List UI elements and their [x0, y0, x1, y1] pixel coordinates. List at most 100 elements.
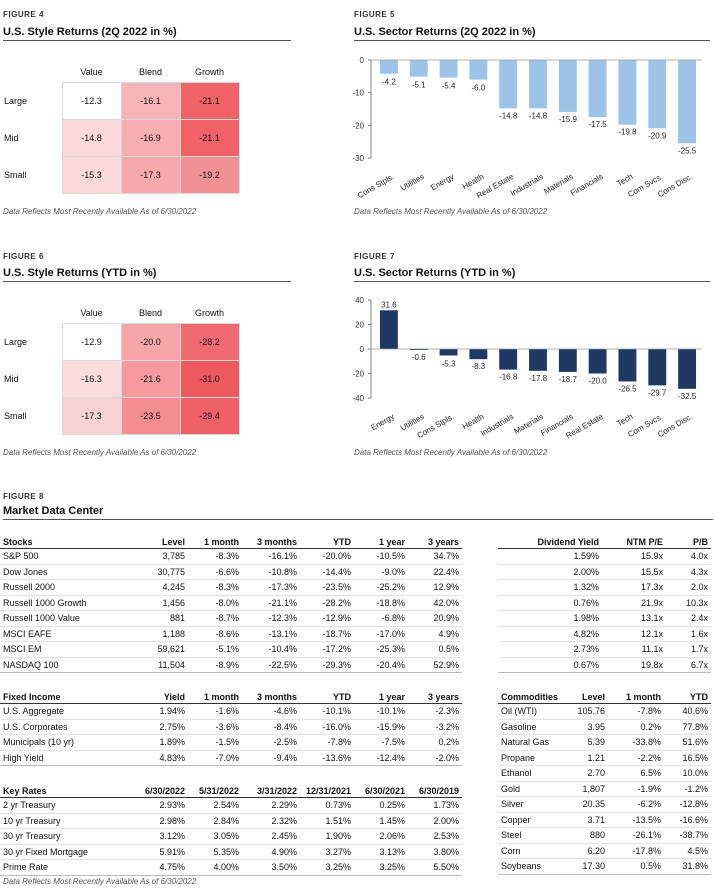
table-cell: -12.3% [242, 610, 300, 627]
bar-value-label: -14.8 [499, 111, 518, 120]
table-cell: Municipals (10 yr) [0, 734, 124, 751]
figure-7-note: Data Reflects Most Recently Available As… [354, 448, 548, 457]
style-grid-ytd: Value Blend Growth Large -12.9 -20.0 -28.2 Mid -… [2, 303, 240, 435]
column-header: 1 month [188, 535, 242, 549]
table-cell: 0.25% [354, 797, 408, 814]
y-tick-label: 40 [355, 296, 364, 305]
table-cell: 1.7x [666, 641, 711, 658]
table-cell: -13.5% [608, 812, 664, 828]
table-cell: Silver [498, 796, 568, 813]
table-row: Russell 2000 4,245 -8.3% -17.3% -23.5% -25.2%… [0, 579, 462, 596]
table-cell: 1.59% [498, 548, 602, 565]
table-cell: NASDAQ 100 [0, 657, 124, 673]
table-row: Prime Rate 4.75% 4.00% 3.50% 3.25% 3.25% 5.50% [0, 859, 462, 876]
grid-column-header: Growth [194, 66, 224, 77]
table-cell: 10.0% [664, 765, 711, 782]
grid-row-label: Small [4, 410, 27, 421]
table-cell: MSCI EAFE [0, 626, 124, 642]
bar [588, 349, 607, 374]
table-row: Natural Gas 5.39 -33.8% 51.6% [498, 734, 711, 751]
figure-7-title: U.S. Sector Returns (YTD in %) [354, 267, 516, 279]
bar-value-label: -19.8 [618, 128, 637, 137]
table-row: U.S. Aggregate 1.94% -1.6% -4.6% -10.1% -10.1… [0, 703, 462, 720]
table-cell: 6.5% [608, 765, 664, 782]
grid-cell: -21.1 [179, 118, 240, 157]
table-cell: 4.3x [666, 564, 711, 580]
table-cell: 10 yr Treasury [0, 813, 124, 829]
column-header: 12/31/2021 [300, 784, 354, 798]
table-row: 4.82% 12.1x 1.6x [498, 626, 711, 642]
table-cell: -20.0% [300, 548, 354, 565]
y-tick-label: -10 [352, 89, 364, 98]
grid-cell: -31.0 [179, 359, 240, 398]
table-row: Corn 6.20 -17.8% 4.5% [498, 843, 711, 859]
figure-7-label: FIGURE 7 [354, 252, 395, 261]
grid-cell: -21.6 [120, 359, 181, 398]
table-cell: 2.06% [354, 828, 408, 845]
bar [379, 310, 398, 349]
table-cell: 2.98% [124, 813, 188, 829]
category-label: Energy [429, 172, 455, 192]
bar-value-label: -6.0 [471, 84, 485, 93]
column-header: NTM P/E [602, 535, 666, 549]
bar [618, 60, 637, 125]
table-cell: Dow Jones [0, 564, 124, 580]
table-cell: 5.50% [408, 859, 462, 876]
table-cell: -16.6% [664, 812, 711, 828]
figure-5-title: U.S. Sector Returns (2Q 2022 in %) [354, 26, 536, 38]
table-cell: 15.5x [602, 564, 666, 580]
grid-row-label: Small [4, 169, 27, 180]
grid-row-label: Mid [4, 132, 19, 143]
table-cell: Russell 1000 Growth [0, 595, 124, 611]
table-row: Ethanol 2.70 6.5% 10.0% [498, 765, 711, 782]
table-cell: Soybeans [498, 858, 568, 875]
table-cell: -16.0% [300, 719, 354, 735]
category-label: Industrials [479, 412, 515, 438]
table-cell: -25.3% [354, 641, 408, 658]
table-cell: 1.73% [408, 797, 462, 814]
table-cell: 20.35 [568, 796, 608, 813]
table-row: Oil (WTI) 105.76 -7.8% 40.6% [498, 703, 711, 720]
table-row: 1.98% 13.1x 2.4x [498, 610, 711, 627]
table-cell: 1,807 [568, 781, 608, 797]
table-row: 30 yr Treasury 3.12% 3.05% 2.45% 1.90% 2.06% 2… [0, 828, 462, 845]
y-tick-label: 0 [360, 345, 365, 354]
column-header: 3 months [242, 535, 300, 549]
table-cell: 4,245 [124, 579, 188, 596]
table-cell: -8.9% [188, 657, 242, 673]
table-cell: 1.21 [568, 750, 608, 766]
table-cell: -8.4% [242, 719, 300, 735]
table-cell: 0.5% [408, 641, 462, 658]
table-cell: -8.3% [188, 548, 242, 565]
column-header: P/B [666, 535, 711, 549]
table-cell: -7.8% [608, 703, 664, 720]
table-cell: 0.2% [408, 734, 462, 751]
y-tick-label: -30 [352, 154, 364, 163]
table-cell: 17.3x [602, 579, 666, 596]
table-cell: -10.1% [300, 703, 354, 720]
bar [678, 349, 697, 389]
column-header: 3 years [408, 535, 462, 549]
table-row: U.S. Corporates 2.75% -3.6% -8.4% -16.0% -15.… [0, 719, 462, 735]
bar [529, 349, 547, 371]
table-cell: 3.13% [354, 844, 408, 860]
table-cell: -2.0% [408, 750, 462, 766]
bar [529, 60, 547, 109]
table-cell: -38.7% [664, 827, 711, 844]
table-row: NASDAQ 100 11,504 -8.9% -22.5% -29.3% -20.4% 5… [0, 657, 462, 673]
grid-cell: -16.9 [120, 118, 181, 157]
column-header: Fixed Income [0, 690, 124, 704]
grid-column-header: Value [80, 66, 103, 77]
column-header: 1 month [188, 690, 242, 704]
figure-4-title: U.S. Style Returns (2Q 2022 in %) [3, 26, 177, 38]
table-cell: 22.4% [408, 564, 462, 580]
bar-value-label: -25.5 [678, 146, 697, 155]
table-cell: 0.2% [608, 719, 664, 735]
grid-column-header: Growth [194, 307, 224, 318]
column-header: YTD [300, 535, 354, 549]
table-cell: -10.5% [354, 548, 408, 565]
grid-cell: -14.8 [61, 118, 122, 157]
bar [588, 60, 607, 118]
table-cell: 11.1x [602, 641, 666, 658]
y-tick-label: -20 [352, 121, 364, 130]
